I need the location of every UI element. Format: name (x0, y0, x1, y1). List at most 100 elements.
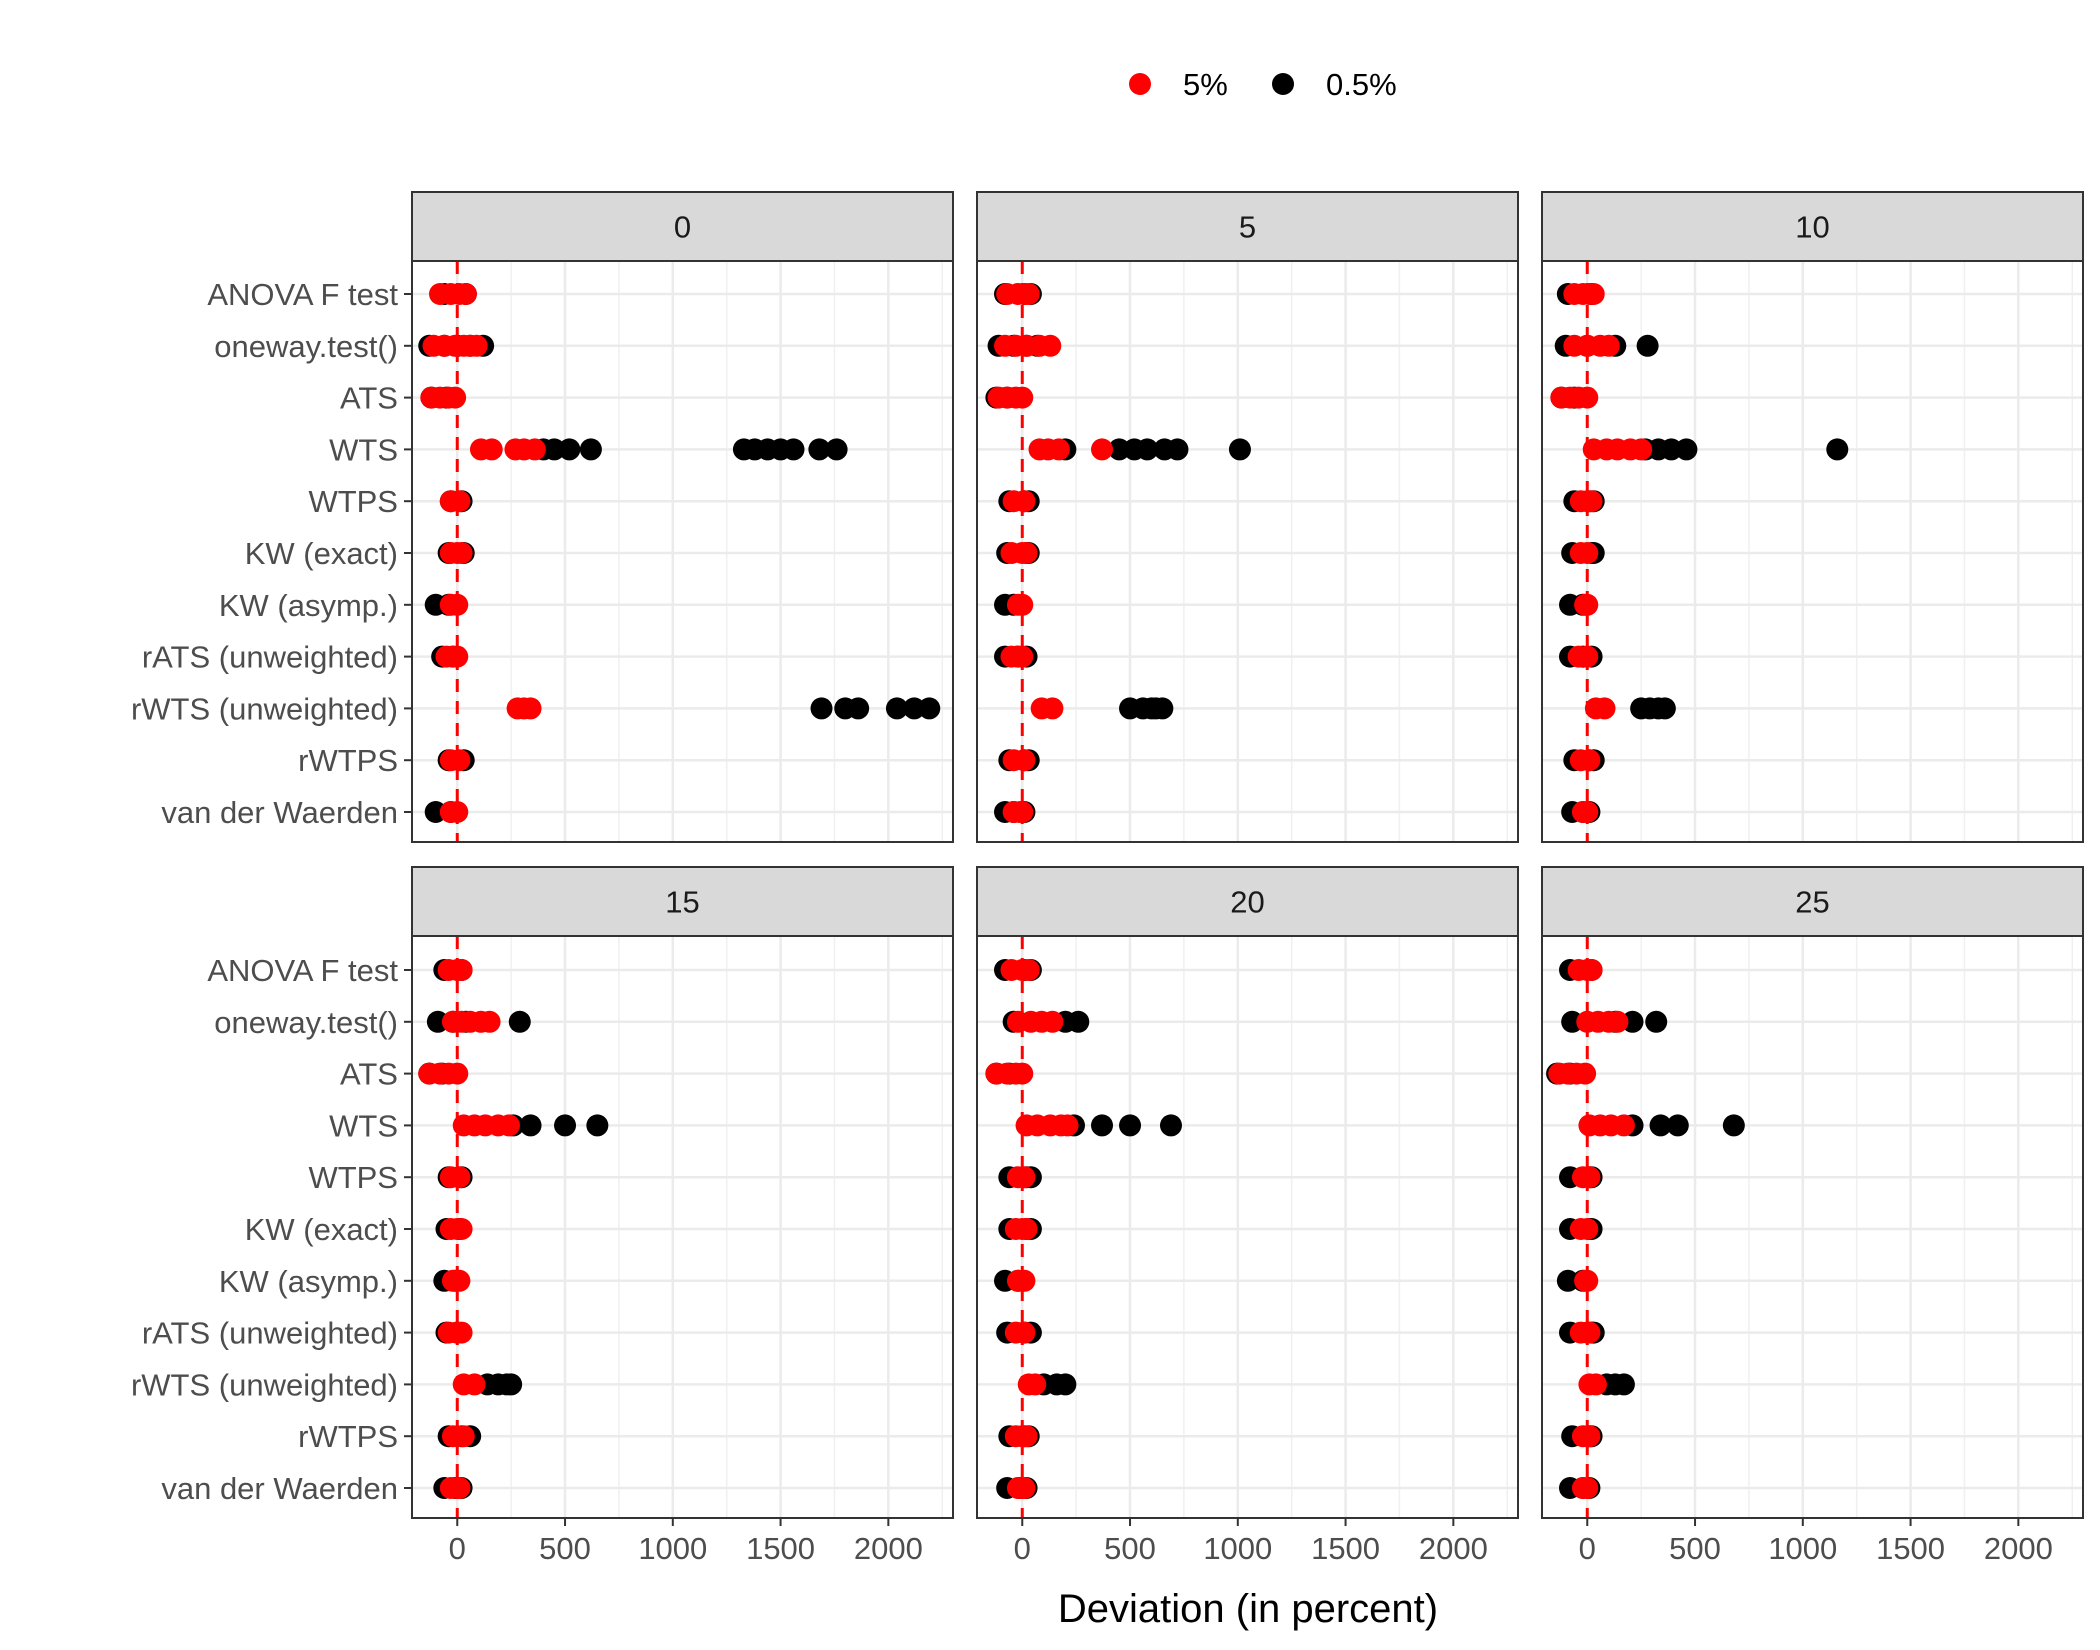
panel-border (1541, 935, 2084, 1519)
data-point (1041, 697, 1064, 720)
data-point (1578, 749, 1601, 772)
panel-background (1542, 261, 2083, 842)
x-tick-label: 1000 (638, 1531, 707, 1566)
data-point (1166, 438, 1189, 461)
strip-label: 5 (1239, 210, 1256, 245)
data-point (1675, 438, 1698, 461)
data-point (463, 1373, 486, 1396)
data-point (1013, 1269, 1036, 1292)
y-tick-label: ATS (340, 381, 398, 416)
data-point (1015, 1218, 1038, 1240)
x-tick-label: 1000 (1768, 1531, 1837, 1566)
data-point (1056, 1114, 1079, 1137)
y-tick-label: KW (asymp.) (219, 1264, 398, 1299)
data-point (903, 697, 926, 720)
data-point (1011, 645, 1034, 668)
data-point (1645, 1010, 1668, 1033)
data-point (1013, 749, 1036, 772)
x-tick-label: 0 (1579, 1531, 1596, 1566)
data-point (1597, 334, 1620, 357)
data-point (1621, 1010, 1644, 1033)
y-tick-label: rWTPS (298, 1419, 398, 1454)
data-point (465, 334, 488, 357)
facet-panels: 0 ANOVA F test oneway.test() ATS WTS WTPS KW (… (131, 191, 2084, 1566)
data-point (497, 1114, 520, 1137)
data-point (1593, 697, 1616, 720)
x-tick-label: 1000 (1203, 1531, 1272, 1566)
data-point (1119, 1114, 1142, 1137)
data-point (446, 593, 469, 616)
data-point (1584, 1373, 1607, 1396)
data-point (450, 1218, 473, 1240)
data-point (1013, 1477, 1036, 1499)
data-point (448, 749, 471, 772)
y-tick-label: rATS (unweighted) (142, 1316, 398, 1351)
legend-key-05pct (1272, 73, 1294, 95)
y-tick-label: KW (exact) (245, 536, 398, 571)
data-point (523, 438, 546, 461)
data-point (1576, 645, 1599, 668)
data-point (480, 438, 503, 461)
data-point (1015, 1425, 1038, 1448)
data-point (1159, 1114, 1182, 1137)
x-tick-label: 500 (1669, 1531, 1721, 1566)
y-tick-label: van der Waerden (161, 1471, 398, 1506)
strip-background (1541, 866, 2084, 937)
strip-background (976, 866, 1519, 937)
strip-label: 20 (1230, 885, 1264, 920)
data-point (1649, 1114, 1672, 1137)
data-point (1091, 1114, 1114, 1137)
data-point (586, 1114, 609, 1137)
data-point (1013, 1321, 1036, 1344)
x-tick-label: 500 (1104, 1531, 1156, 1566)
y-tick-label: KW (asymp.) (219, 588, 398, 623)
data-point (519, 1114, 542, 1137)
data-point (1576, 593, 1599, 616)
panel-border (1541, 260, 2084, 843)
panel-background (412, 261, 953, 842)
y-tick-label: rWTS (unweighted) (131, 691, 398, 726)
panel-border (976, 260, 1519, 843)
x-tick-label: 500 (539, 1531, 591, 1566)
data-point (448, 1166, 471, 1189)
data-point (1011, 593, 1034, 616)
data-point (1091, 438, 1114, 461)
data-point (424, 801, 447, 823)
x-tick-label: 1500 (1311, 1531, 1380, 1566)
facet-panel-15: 15 ANOVA F test oneway.test() ATS WTS WTPS KW … (131, 866, 954, 1566)
facet-panel-0: 0 ANOVA F test oneway.test() ATS WTS WTPS KW (… (131, 191, 954, 843)
y-tick-label: van der Waerden (161, 795, 398, 830)
facet-panel-20: 20 0 500 1000 1500 2000 (976, 866, 1519, 1566)
strip-label: 15 (665, 885, 699, 920)
data-point (1666, 1114, 1689, 1137)
data-point (1653, 697, 1676, 720)
data-point (1580, 959, 1603, 981)
data-point (1722, 1114, 1745, 1137)
panel-background (977, 261, 1518, 842)
data-point (1015, 542, 1038, 564)
y-tick-label: KW (exact) (245, 1212, 398, 1247)
data-point (1578, 1321, 1601, 1344)
data-point (448, 1477, 471, 1499)
strip-label: 0 (674, 210, 691, 245)
legend-label-05pct: 0.5% (1326, 67, 1397, 102)
data-point (1578, 1425, 1601, 1448)
data-point (885, 697, 908, 720)
y-tick-label: WTS (329, 1108, 398, 1143)
y-tick-label: oneway.test() (214, 329, 398, 364)
y-tick-label: WTS (329, 432, 398, 467)
facet-panel-10: 10 (1541, 191, 2084, 843)
strip-label: 25 (1795, 885, 1829, 920)
data-point (1013, 1166, 1036, 1189)
data-point (500, 1373, 523, 1396)
data-point (579, 438, 602, 461)
data-point (1561, 1010, 1584, 1033)
panel-border (411, 260, 954, 843)
strip-background (411, 191, 954, 262)
strip-background (976, 191, 1519, 262)
data-point (782, 438, 805, 461)
data-point (918, 697, 941, 720)
data-point (1636, 334, 1659, 357)
strip-label: 10 (1795, 210, 1829, 245)
